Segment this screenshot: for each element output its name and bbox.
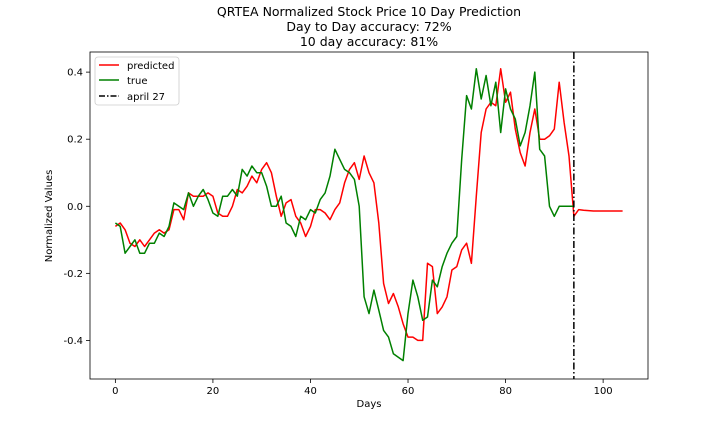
legend-box: [94, 56, 180, 106]
x-axis-ticks: 0 20 40 60 80 100: [112, 379, 613, 397]
x-tick-label: 20: [207, 386, 220, 397]
x-tick-label: 80: [499, 386, 512, 397]
legend-label-april-27: april 27: [127, 92, 165, 103]
legend-label-predicted: predicted: [127, 61, 174, 72]
y-tick-label: -0.2: [63, 269, 83, 280]
chart-subtitle-line-2: 10 day accuracy: 81%: [300, 34, 438, 49]
x-axis-label: Days: [357, 399, 382, 410]
y-tick-label: 0.2: [67, 135, 83, 146]
x-tick-label: 100: [594, 386, 613, 397]
series-line-true: [114, 68, 574, 362]
chart-subtitle-line-1: Day to Day accuracy: 72%: [286, 19, 451, 34]
y-tick-label: 0.4: [67, 68, 83, 79]
plot-area: [114, 52, 623, 379]
y-axis-ticks: -0.4 -0.2 0.0 0.2 0.4: [63, 68, 90, 347]
legend: predicted true april 27: [94, 56, 180, 106]
legend-label-true: true: [127, 76, 148, 87]
x-tick-label: 0: [112, 386, 118, 397]
y-tick-label: -0.4: [63, 336, 83, 347]
y-tick-label: 0.0: [67, 202, 83, 213]
plot-frame: [89, 51, 649, 380]
chart-title: QRTEA Normalized Stock Price 10 Day Pred…: [217, 4, 521, 19]
x-tick-label: 60: [402, 386, 415, 397]
y-axis-label: Normalized Values: [44, 170, 55, 263]
x-tick-label: 40: [304, 386, 317, 397]
